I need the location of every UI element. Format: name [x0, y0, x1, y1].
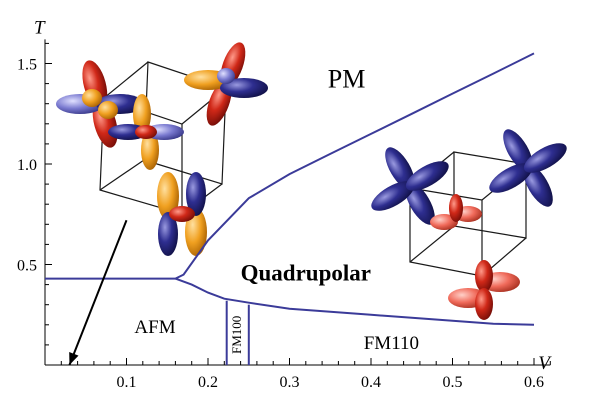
x-tick-label: 0.6	[524, 374, 544, 391]
x-tick-label: 0.4	[361, 374, 381, 391]
region-label: FM110	[364, 333, 419, 354]
region-label: AFM	[134, 317, 175, 338]
region-label: Quadrupolar	[241, 261, 371, 286]
y-tick-label: 1.5	[17, 57, 37, 74]
arrow-line	[68, 219, 128, 366]
orbital-cluster-quadrupolar-icon	[371, 129, 567, 320]
arrow-head	[69, 352, 79, 365]
orbital-cluster-afm-icon	[56, 42, 268, 256]
phase-boundary-line	[45, 52, 535, 280]
y-tick-label: 1.0	[17, 157, 37, 174]
x-tick-label: 0.1	[117, 374, 137, 391]
phase-boundary-line	[175, 277, 535, 326]
plot-area: 0.1 0.2 0.3 0.4 0.5 0.6 0.5 1.0 1.5 V T PM Quadrupol…	[17, 17, 552, 391]
x-axis-label: V	[538, 353, 552, 374]
region-label: PM	[328, 65, 366, 94]
x-tick-label: 0.3	[280, 374, 300, 391]
y-tick-label: 0.5	[17, 258, 37, 275]
y-axis-label: T	[34, 17, 46, 38]
region-label: FM100	[229, 316, 244, 354]
x-tick-label: 0.5	[443, 374, 463, 391]
x-tick-label: 0.2	[198, 374, 218, 391]
